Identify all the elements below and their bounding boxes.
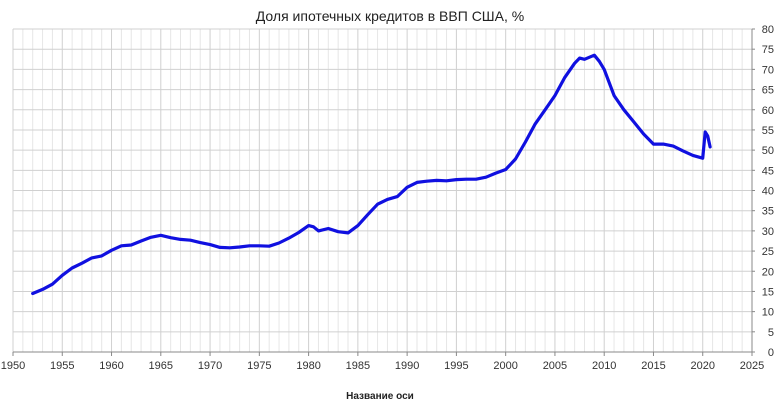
x-tick-label: 2010	[592, 360, 616, 372]
y-tick-label: 15	[762, 286, 774, 298]
y-tick-labels: 0 5 10 15 20 25 30 35 40 45 50 55 60 65 70 75 80	[762, 24, 774, 359]
x-axis-label: Название оси	[346, 391, 414, 402]
x-tick-label: 1955	[50, 360, 74, 372]
y-tick-label: 5	[768, 327, 774, 339]
x-tick-label: 2000	[493, 360, 517, 372]
data-series	[31, 53, 712, 296]
y-tick-label: 75	[762, 44, 774, 56]
x-tick-label: 1950	[1, 360, 25, 372]
x-tick-label: 2020	[690, 360, 714, 372]
y-tick-label: 60	[762, 105, 774, 117]
x-tick-labels: 1950 1955 1960 1965 1970 1975 1980 1985 1990 1995…	[1, 360, 764, 372]
x-tick-label: 1995	[444, 360, 468, 372]
y-tick-label: 25	[762, 246, 774, 258]
x-tick-label: 1980	[296, 360, 320, 372]
x-tick-label: 2005	[543, 360, 567, 372]
y-tick-label: 35	[762, 206, 774, 218]
series-line	[31, 53, 712, 296]
y-tick-label: 30	[762, 226, 774, 238]
y-tick-label: 70	[762, 64, 774, 76]
y-tick-label: 45	[762, 165, 774, 177]
x-tick-label: 1965	[149, 360, 173, 372]
y-tick-label: 10	[762, 307, 774, 319]
x-tick-label: 2015	[641, 360, 665, 372]
y-tick-label: 40	[762, 186, 774, 198]
x-tick-label: 1975	[247, 360, 271, 372]
x-tick-label: 1960	[99, 360, 123, 372]
axes	[12, 28, 755, 356]
x-tick-label: 1970	[198, 360, 222, 372]
y-tick-label: 0	[768, 347, 774, 359]
major-gridlines	[12, 28, 753, 353]
x-tick-label: 1985	[346, 360, 370, 372]
x-tick-label: 1990	[395, 360, 419, 372]
x-tick-label: 2025	[740, 360, 764, 372]
y-tick-label: 55	[762, 125, 774, 137]
y-tick-label: 20	[762, 266, 774, 278]
y-tick-label: 50	[762, 145, 774, 157]
y-tick-label: 65	[762, 85, 774, 97]
chart-title: Доля ипотечных кредитов в ВВП США, %	[256, 8, 524, 24]
y-tick-label: 80	[762, 24, 774, 36]
